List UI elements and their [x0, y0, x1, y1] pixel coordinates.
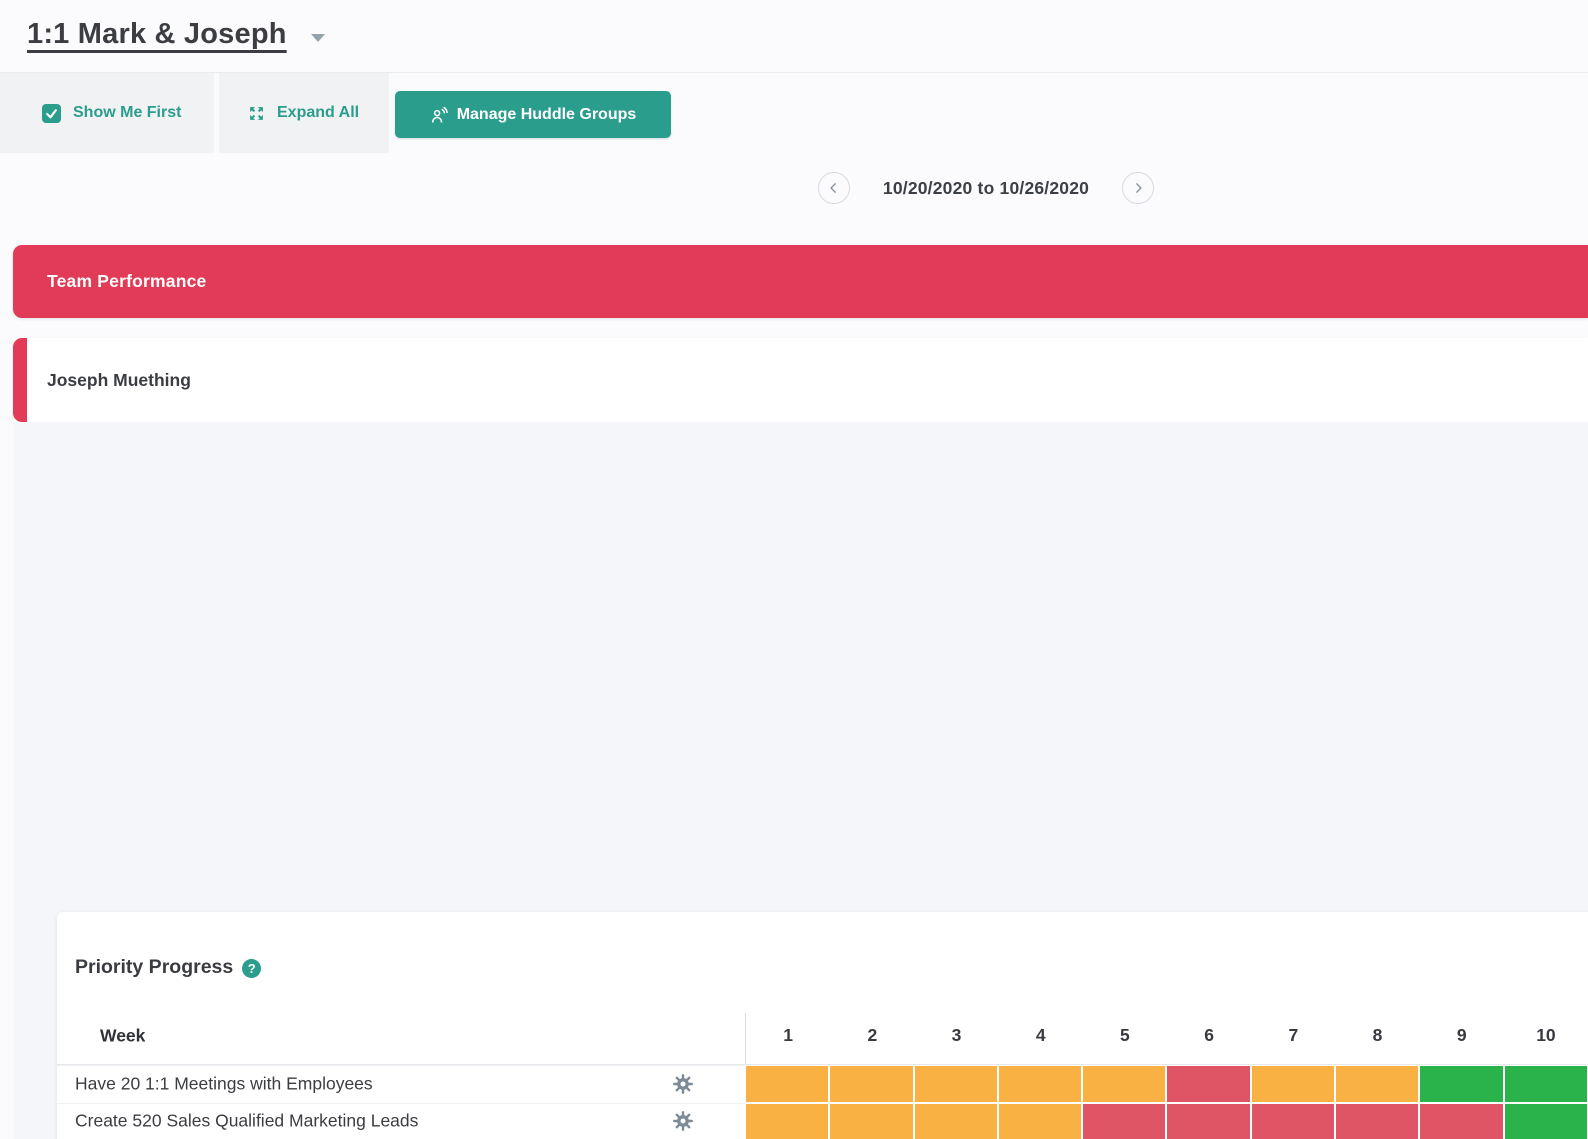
member-accent-bar: [13, 338, 27, 422]
week-number: 6: [1204, 1025, 1214, 1045]
status-cell-red[interactable]: [1166, 1065, 1251, 1103]
team-performance-label: Team Performance: [47, 271, 207, 291]
show-me-first-label: Show Me First: [73, 104, 182, 121]
expand-all-button[interactable]: Expand All: [219, 73, 389, 153]
status-cell-orange[interactable]: [997, 1102, 1083, 1139]
member-row[interactable]: Joseph Muething: [13, 338, 1588, 422]
status-cell-orange[interactable]: [745, 1102, 830, 1139]
checkbox-checked-icon[interactable]: [42, 103, 61, 123]
manage-huddle-groups-button[interactable]: Manage Huddle Groups: [395, 91, 671, 138]
week-numbers: 1 2 3 4 5 6 7 8 9 10: [745, 1013, 1588, 1065]
page-title[interactable]: 1:1 Mark & Joseph: [27, 18, 287, 50]
status-cell-green[interactable]: [1503, 1102, 1588, 1139]
page-title-wrap: 1:1 Mark & Joseph: [27, 18, 325, 51]
header-divider: [0, 72, 1588, 73]
status-cell-orange[interactable]: [997, 1065, 1083, 1103]
status-cell-green[interactable]: [1503, 1065, 1588, 1103]
status-cell-red[interactable]: [1166, 1102, 1251, 1139]
week-number: 8: [1372, 1025, 1383, 1045]
expand-all-label: Expand All: [277, 104, 360, 121]
status-cell-red[interactable]: [1335, 1102, 1420, 1139]
status-cell-orange[interactable]: [745, 1065, 830, 1103]
priority-progress-title: Priority Progress: [75, 956, 234, 978]
caret-down-icon[interactable]: [310, 33, 325, 42]
priority-table-header: Week 1 2 3 4 5 6 7 8 9 10: [57, 1007, 1588, 1065]
week-number: 3: [951, 1025, 962, 1045]
status-cell-orange[interactable]: [913, 1102, 998, 1139]
gear-icon[interactable]: [672, 1073, 694, 1095]
week-number: 2: [867, 1025, 878, 1045]
huddle-people-icon: [430, 106, 448, 123]
priority-progress-help-icon[interactable]: ?: [242, 959, 262, 978]
content-panel: Priority Progress ? Week 1 2 3 4 5 6 7 8 9 10 Hav…: [13, 422, 1588, 1139]
week-cells: [745, 1102, 1588, 1139]
next-week-button[interactable]: [1122, 172, 1154, 204]
member-name: Joseph Muething: [47, 369, 191, 390]
status-cell-red[interactable]: [1082, 1102, 1167, 1139]
week-number: 5: [1120, 1025, 1130, 1045]
status-cell-orange[interactable]: [1250, 1065, 1336, 1103]
priority-header-border: [57, 1064, 1588, 1065]
priority-progress-title-wrap: Priority Progress ?: [75, 956, 262, 979]
week-number: 1: [783, 1025, 793, 1045]
week-column-header: Week: [100, 1025, 146, 1046]
date-navigation: 10/20/2020 to 10/26/2020: [818, 172, 1154, 204]
status-cell-orange[interactable]: [829, 1065, 914, 1103]
status-cell-green[interactable]: [1419, 1065, 1504, 1103]
status-cell-orange[interactable]: [1082, 1065, 1167, 1103]
priority-row: Create 520 Sales Qualified Marketing Lea…: [57, 1102, 1588, 1139]
status-cell-orange[interactable]: [1335, 1065, 1420, 1103]
show-me-first-toggle[interactable]: Show Me First: [0, 73, 214, 153]
priority-rows: Have 20 1:1 Meetings with Employees Creat…: [57, 1065, 1588, 1139]
priority-label: Create 520 Sales Qualified Marketing Lea…: [75, 1110, 419, 1131]
row-separator: [57, 1065, 745, 1066]
status-cell-orange[interactable]: [913, 1065, 998, 1103]
week-number: 7: [1288, 1025, 1299, 1045]
previous-week-button[interactable]: [818, 172, 850, 204]
status-cell-orange[interactable]: [829, 1102, 914, 1139]
gear-icon[interactable]: [672, 1110, 694, 1132]
priority-progress-card: Priority Progress ? Week 1 2 3 4 5 6 7 8 9 10 Hav…: [57, 912, 1588, 1139]
status-cell-red[interactable]: [1250, 1102, 1336, 1139]
status-cell-red[interactable]: [1419, 1102, 1504, 1139]
row-separator: [57, 1102, 745, 1104]
expand-icon: [248, 105, 265, 122]
week-number: 10: [1536, 1025, 1556, 1045]
week-number: 9: [1456, 1025, 1467, 1045]
team-performance-banner[interactable]: Team Performance: [13, 245, 1588, 318]
week-cells: [745, 1065, 1588, 1103]
manage-huddle-groups-label: Manage Huddle Groups: [456, 105, 637, 123]
priority-row: Have 20 1:1 Meetings with Employees: [57, 1065, 1588, 1103]
date-range-label: 10/20/2020 to 10/26/2020: [882, 177, 1090, 198]
priority-label: Have 20 1:1 Meetings with Employees: [75, 1073, 373, 1094]
week-number: 4: [1035, 1025, 1046, 1045]
